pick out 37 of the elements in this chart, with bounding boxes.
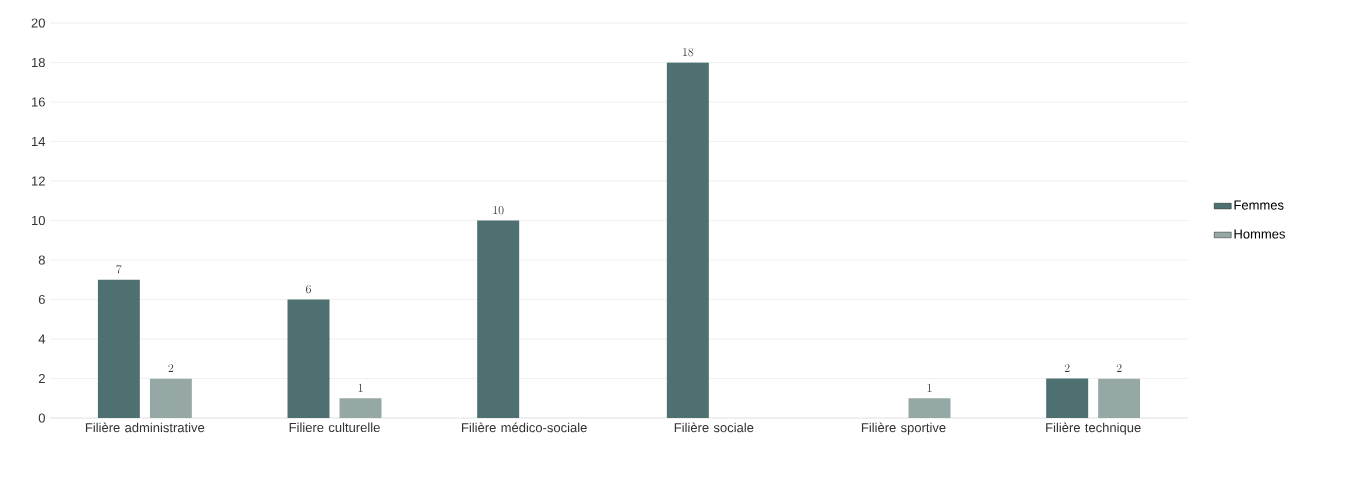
data-label: 1 <box>927 383 932 392</box>
y-tick-label: 12 <box>32 176 45 186</box>
x-tick-label: Filière médico-sociale <box>462 422 587 433</box>
data-label: 2 <box>168 363 174 372</box>
y-tick-label: 20 <box>31 18 45 28</box>
bar <box>1098 378 1141 418</box>
data-label: 6 <box>306 284 311 294</box>
y-tick-label: 10 <box>32 215 45 226</box>
y-tick-label: 0 <box>38 413 45 423</box>
y-tick-label: 4 <box>38 334 46 344</box>
y-tick-label: 16 <box>32 97 45 107</box>
bar <box>149 378 192 418</box>
y-tick-label: 14 <box>32 137 46 146</box>
legend-label: Hommes <box>1234 229 1285 239</box>
data-label: 2 <box>1116 363 1122 372</box>
y-tick-label: 18 <box>32 57 45 68</box>
x-tick-label: Filière sportive <box>861 422 946 435</box>
x-tick-label: Filiere culturelle <box>289 422 380 433</box>
bar <box>477 220 520 418</box>
data-label: 10 <box>493 205 504 215</box>
y-tick-label: 2 <box>38 373 45 384</box>
data-label: 18 <box>683 47 694 57</box>
x-tick-label: Filière sociale <box>674 422 754 433</box>
data-label: 7 <box>116 265 122 274</box>
data-label: 1 <box>358 383 363 392</box>
bar <box>666 62 709 418</box>
legend-label: Femmes <box>1234 200 1284 210</box>
bar <box>908 398 951 418</box>
bar <box>339 398 382 418</box>
data-label: 2 <box>1064 363 1070 372</box>
x-tick-label: Filière technique <box>1046 422 1141 435</box>
bar <box>287 299 330 418</box>
bar <box>97 279 140 418</box>
x-tick-label: Filière administrative <box>85 422 205 433</box>
bar <box>1046 378 1089 418</box>
y-tick-label: 6 <box>38 294 45 305</box>
y-tick-label: 8 <box>38 255 45 265</box>
